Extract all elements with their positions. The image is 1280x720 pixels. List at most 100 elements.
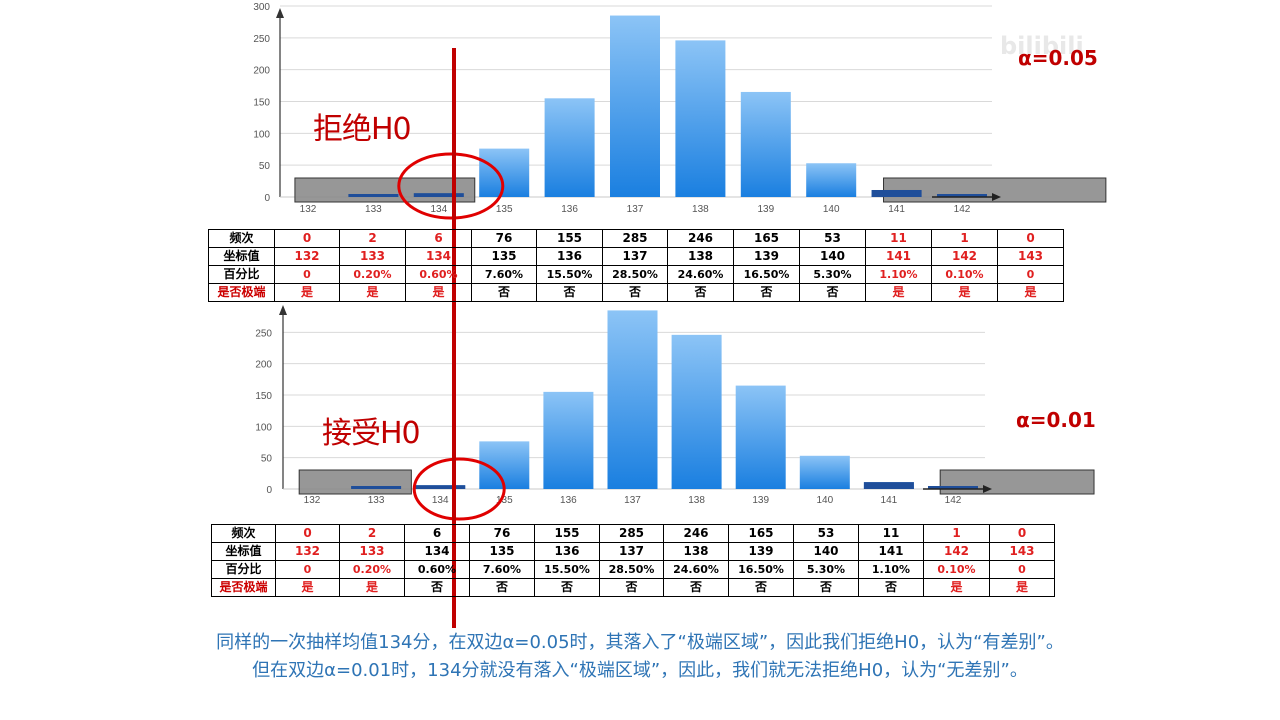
- bar-140: [799, 455, 850, 489]
- x-tick-label: 132: [300, 204, 317, 215]
- extreme-region-box: [298, 469, 412, 495]
- table-cell: 165: [728, 524, 794, 543]
- table-cell: 28.50%: [602, 265, 668, 284]
- table-cell: 是: [989, 578, 1055, 597]
- y-axis-arrow: [279, 305, 287, 315]
- bar-136: [543, 391, 594, 489]
- table-cell: 0: [274, 265, 340, 284]
- table-cell: 0: [997, 229, 1064, 248]
- reject-h0-label: 拒绝H0: [313, 112, 412, 147]
- x-axis-arrow-head: [992, 193, 1001, 201]
- y-tick-label: 200: [255, 360, 272, 371]
- row-label: 频次: [208, 229, 275, 248]
- table-cell: 1: [923, 524, 990, 543]
- x-tick-label: 137: [627, 204, 644, 215]
- y-tick-label: 200: [253, 66, 270, 77]
- table-cell: 134: [404, 542, 470, 561]
- table-cell: 6: [405, 229, 472, 248]
- table-cell: 0: [989, 560, 1055, 579]
- row-label: 是否极端: [211, 578, 276, 597]
- table-cell: 136: [534, 542, 600, 561]
- table-cell: 2: [339, 524, 405, 543]
- table-cell: 2: [339, 229, 406, 248]
- x-tick-label: 134: [430, 204, 447, 215]
- table-cell: 138: [663, 542, 729, 561]
- bar-138: [671, 334, 722, 489]
- row-label: 坐标值: [208, 247, 275, 266]
- x-tick-label: 135: [496, 204, 513, 215]
- table-cell: 否: [733, 283, 800, 302]
- y-tick-label: 0: [266, 485, 272, 496]
- x-tick-label: 142: [945, 495, 962, 506]
- table-cell: 246: [663, 524, 729, 543]
- extreme-region-box: [294, 177, 476, 203]
- bar-139: [735, 385, 786, 489]
- table-cell: 132: [274, 247, 340, 266]
- table-cell: 136: [536, 247, 603, 266]
- y-tick-label: 100: [253, 129, 270, 140]
- highlight-ellipse-134: [397, 152, 505, 220]
- table-cell: 是: [865, 283, 932, 302]
- table-cell: 28.50%: [599, 560, 664, 579]
- table-cell: 132: [275, 542, 340, 561]
- y-tick-label: 250: [255, 328, 272, 339]
- table-cell: 139: [728, 542, 794, 561]
- x-tick-label: 140: [823, 204, 840, 215]
- table-cell: 246: [667, 229, 734, 248]
- table-cell: 否: [858, 578, 924, 597]
- table-cell: 285: [602, 229, 668, 248]
- x-tick-label: 132: [304, 495, 321, 506]
- x-tick-label: 142: [954, 204, 971, 215]
- table-cell: 142: [931, 247, 998, 266]
- table-cell: 5.30%: [793, 560, 859, 579]
- table-cell: 5.30%: [799, 265, 866, 284]
- bar-138: [675, 40, 726, 197]
- y-tick-label: 300: [253, 2, 270, 13]
- table-row: 频次 0 2 6 76 155 285 246 165 53 11 1 0: [211, 524, 1055, 543]
- table-cell: 0.20%: [339, 560, 405, 579]
- table-cell: 否: [602, 283, 668, 302]
- table-cell: 是: [923, 578, 990, 597]
- table-cell: 否: [667, 283, 734, 302]
- table-cell: 11: [858, 524, 924, 543]
- table-cell: 否: [599, 578, 664, 597]
- row-label: 频次: [211, 524, 276, 543]
- x-tick-label: 133: [368, 495, 385, 506]
- x-tick-label: 138: [692, 204, 709, 215]
- caption-line-1: 同样的一次抽样均值134分，在双边α=0.05时，其落入了“极端区域”，因此我们…: [216, 632, 1064, 653]
- table-cell: 1.10%: [865, 265, 932, 284]
- table-cell: 7.60%: [469, 560, 535, 579]
- bar-small-133: [351, 486, 402, 489]
- table-cell: 133: [339, 542, 405, 561]
- table-cell: 137: [602, 247, 668, 266]
- table-cell: 76: [469, 524, 535, 543]
- table-row: 百分比 0 0.20% 0.60% 7.60% 15.50% 28.50% 24.60% 16.…: [211, 560, 1055, 579]
- watermark: bilibili: [1000, 32, 1084, 60]
- table-cell: 0.20%: [339, 265, 406, 284]
- bar-139: [740, 91, 791, 197]
- y-tick-label: 150: [253, 98, 270, 109]
- table-cell: 是: [274, 283, 340, 302]
- table-cell: 7.60%: [471, 265, 537, 284]
- row-label: 坐标值: [211, 542, 276, 561]
- row-label: 百分比: [211, 560, 276, 579]
- table-cell: 11: [865, 229, 932, 248]
- table-cell: 24.60%: [667, 265, 734, 284]
- table-cell: 76: [471, 229, 537, 248]
- bar-small-141: [863, 482, 914, 489]
- table-cell: 否: [536, 283, 603, 302]
- x-tick-label: 135: [496, 495, 513, 506]
- table-cell: 16.50%: [728, 560, 794, 579]
- table-cell: 140: [793, 542, 859, 561]
- table-cell: 否: [799, 283, 866, 302]
- table-cell: 否: [663, 578, 729, 597]
- table-cell: 是: [997, 283, 1064, 302]
- bar-small-134: [413, 193, 464, 197]
- x-tick-label: 141: [888, 204, 905, 215]
- x-tick-label: 139: [752, 495, 769, 506]
- frequency-table-alpha-001: 频次 0 2 6 76 155 285 246 165 53 11 1 0 坐标值 132 133 134 135…: [211, 524, 1055, 597]
- table-cell: 是: [275, 578, 340, 597]
- table-cell: 135: [469, 542, 535, 561]
- bar-small-142: [928, 486, 978, 489]
